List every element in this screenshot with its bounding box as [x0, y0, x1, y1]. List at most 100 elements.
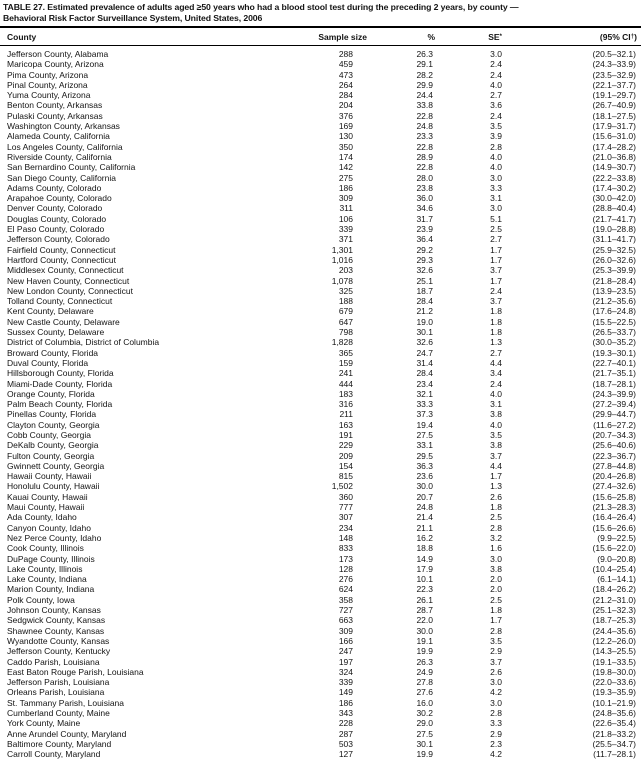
cell-percent: 19.0 [367, 317, 437, 327]
cell-sample-size: 203 [295, 265, 367, 275]
cell-se: 3.1 [437, 399, 503, 409]
cell-ci: (21.7–35.1) [503, 368, 641, 378]
cell-ci: (16.4–26.4) [503, 512, 641, 522]
cell-se: 1.8 [437, 605, 503, 615]
cell-percent: 28.7 [367, 605, 437, 615]
cell-se: 2.8 [437, 708, 503, 718]
cell-ci: (30.0–35.2) [503, 337, 641, 347]
cell-percent: 16.2 [367, 533, 437, 543]
cell-percent: 29.5 [367, 451, 437, 461]
cell-percent: 24.4 [367, 90, 437, 100]
cell-ci: (21.0–36.8) [503, 152, 641, 162]
cell-percent: 23.9 [367, 224, 437, 234]
cell-county: Riverside County, California [0, 152, 295, 162]
cell-county: Honolulu County, Hawaii [0, 481, 295, 491]
cell-ci: (14.3–25.5) [503, 646, 641, 656]
cell-county: Washington County, Arkansas [0, 121, 295, 131]
cell-sample-size: 503 [295, 739, 367, 749]
cell-ci: (11.6–27.2) [503, 420, 641, 430]
cell-percent: 22.8 [367, 142, 437, 152]
cell-ci: (18.7–28.1) [503, 379, 641, 389]
cell-sample-size: 339 [295, 224, 367, 234]
cell-county: Polk County, Iowa [0, 595, 295, 605]
cell-se: 2.8 [437, 142, 503, 152]
cell-sample-size: 624 [295, 584, 367, 594]
cell-ci: (21.2–31.0) [503, 595, 641, 605]
cell-se: 2.4 [437, 286, 503, 296]
cell-ci: (24.4–35.6) [503, 626, 641, 636]
cell-percent: 32.6 [367, 337, 437, 347]
cell-percent: 31.4 [367, 358, 437, 368]
header-se: SE* [437, 28, 503, 46]
cell-se: 2.5 [437, 595, 503, 605]
cell-ci: (26.0–32.6) [503, 255, 641, 265]
cell-county: Denver County, Colorado [0, 203, 295, 213]
cell-percent: 23.8 [367, 183, 437, 193]
cell-ci: (15.6–22.0) [503, 543, 641, 553]
cell-percent: 24.7 [367, 348, 437, 358]
cell-sample-size: 211 [295, 409, 367, 419]
cell-percent: 28.4 [367, 296, 437, 306]
cell-percent: 22.0 [367, 615, 437, 625]
cell-percent: 32.6 [367, 265, 437, 275]
cell-county: Hartford County, Connecticut [0, 255, 295, 265]
cell-county: Gwinnett County, Georgia [0, 461, 295, 471]
cell-ci: (10.4–25.4) [503, 564, 641, 574]
cell-se: 5.1 [437, 214, 503, 224]
cell-se: 2.0 [437, 574, 503, 584]
cell-ci: (21.2–35.6) [503, 296, 641, 306]
cell-county: Lake County, Indiana [0, 574, 295, 584]
cell-se: 3.9 [437, 131, 503, 141]
cell-ci: (27.2–39.4) [503, 399, 641, 409]
cell-ci: (19.0–28.8) [503, 224, 641, 234]
cell-county: Ada County, Idaho [0, 512, 295, 522]
cell-ci: (15.5–22.5) [503, 317, 641, 327]
cell-county: St. Tammany Parish, Louisiana [0, 698, 295, 708]
header-sample-size: Sample size [295, 28, 367, 46]
cell-county: Pulaski County, Arkansas [0, 111, 295, 121]
cell-ci: (27.4–32.6) [503, 481, 641, 491]
cell-percent: 29.0 [367, 718, 437, 728]
cell-sample-size: 264 [295, 80, 367, 90]
cell-percent: 30.2 [367, 708, 437, 718]
cell-sample-size: 647 [295, 317, 367, 327]
cell-county: Los Angeles County, California [0, 142, 295, 152]
cell-county: York County, Maine [0, 718, 295, 728]
cell-sample-size: 324 [295, 667, 367, 677]
cell-ci: (22.2–33.8) [503, 173, 641, 183]
cell-sample-size: 376 [295, 111, 367, 121]
cell-percent: 23.4 [367, 379, 437, 389]
cell-percent: 37.3 [367, 409, 437, 419]
cell-county: Jefferson County, Kentucky [0, 646, 295, 656]
cell-sample-size: 1,502 [295, 481, 367, 491]
cell-county: Baltimore County, Maryland [0, 739, 295, 749]
cell-ci: (13.9–23.5) [503, 286, 641, 296]
cell-county: Broward County, Florida [0, 348, 295, 358]
cell-county: Anne Arundel County, Maryland [0, 729, 295, 739]
cell-percent: 28.2 [367, 70, 437, 80]
cell-county: District of Columbia, District of Columb… [0, 337, 295, 347]
cell-county: San Bernardino County, California [0, 162, 295, 172]
cell-sample-size: 148 [295, 533, 367, 543]
cell-ci: (26.7–40.9) [503, 100, 641, 110]
cell-county: Duval County, Florida [0, 358, 295, 368]
cell-percent: 23.3 [367, 131, 437, 141]
cell-percent: 27.8 [367, 677, 437, 687]
cell-se: 1.8 [437, 502, 503, 512]
cell-se: 4.0 [437, 152, 503, 162]
